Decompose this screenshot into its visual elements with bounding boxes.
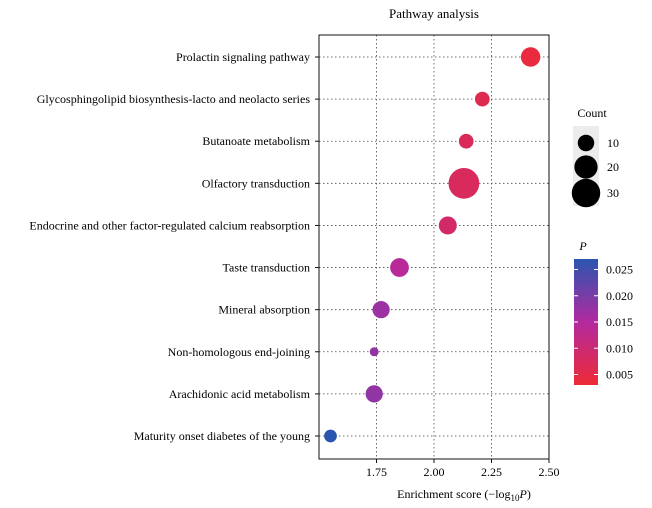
data-point [372,301,390,319]
color-legend-label: 0.010 [606,341,633,355]
size-legend-circle [571,178,601,208]
y-tick-label: Arachidonic acid metabolism [169,387,311,401]
size-legend-circle [574,155,598,179]
data-point [365,385,383,403]
data-point [458,133,474,149]
y-tick-label: Taste transduction [223,261,310,275]
grid-lines [319,35,549,459]
data-points [324,47,541,443]
y-tick-label: Maturity onset diabetes of the young [134,429,310,443]
color-legend-label: 0.020 [606,289,633,303]
x-axis-label: Enrichment score (−log10P) [397,487,531,503]
color-legend: P 0.005 0.010 0.015 0.020 0.025 [574,239,633,385]
y-tick-label: Butanoate metabolism [202,134,310,148]
color-legend-label: 0.025 [606,263,633,277]
y-tick-label: Endocrine and other factor-regulated cal… [29,218,310,232]
y-tick-label: Glycosphingolipid biosynthesis-lacto and… [37,92,311,106]
y-tick-label: Olfactory transduction [202,176,310,190]
data-point [324,429,337,443]
y-tick-label: Non-homologous end-joining [168,345,310,359]
x-tick-label: 2.50 [539,465,560,479]
color-legend-title: P [578,239,587,253]
size-legend-circle [577,134,595,152]
y-tick-label: Prolactin signaling pathway [176,50,310,64]
size-legend: Count 10 20 30 [571,106,619,208]
x-axis-ticks: 1.75 2.00 2.25 2.50 [366,459,560,479]
size-legend-title: Count [577,106,607,120]
chart-title: Pathway analysis [389,6,479,21]
data-point [369,347,379,357]
y-tick-label: Mineral absorption [218,303,310,317]
y-axis-labels: Prolactin signaling pathway Glycosphingol… [29,50,319,443]
color-legend-label: 0.005 [606,368,633,382]
data-point [520,47,541,67]
data-point [448,167,480,199]
x-tick-label: 2.00 [424,465,445,479]
x-tick-label: 2.25 [481,465,502,479]
x-tick-label: 1.75 [366,465,387,479]
size-legend-label: 10 [607,136,619,150]
color-legend-label: 0.015 [606,315,633,329]
data-point [474,91,490,107]
size-legend-label: 20 [607,160,619,174]
data-point [438,216,457,235]
size-legend-label: 30 [607,186,619,200]
data-point [390,258,409,277]
